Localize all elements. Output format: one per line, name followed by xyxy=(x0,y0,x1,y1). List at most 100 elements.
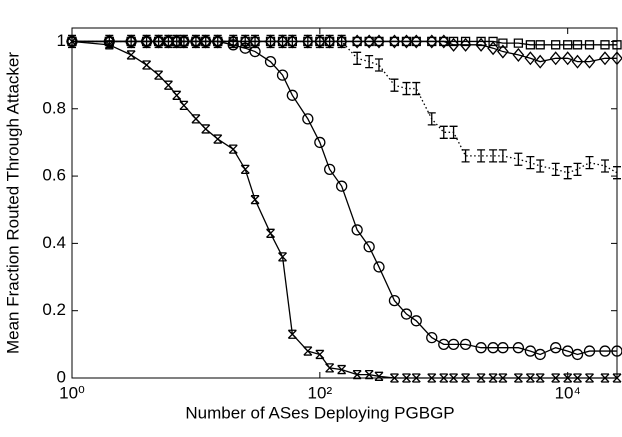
marker xyxy=(410,34,423,49)
marker xyxy=(534,54,547,69)
marker xyxy=(585,373,594,383)
marker xyxy=(427,112,436,126)
marker xyxy=(286,34,299,49)
x-axis-label: Number of ASes Deploying PGBGP xyxy=(185,403,454,422)
marker xyxy=(323,34,336,49)
marker xyxy=(153,36,164,47)
series-line xyxy=(72,40,617,46)
marker xyxy=(373,34,385,49)
y-axis-label: Mean Fraction Routed Through Attacker xyxy=(3,52,22,354)
marker xyxy=(213,134,223,144)
marker xyxy=(488,373,498,383)
marker xyxy=(228,144,238,154)
plot-frame xyxy=(71,27,618,379)
marker xyxy=(534,348,546,361)
marker xyxy=(498,373,508,383)
marker xyxy=(411,373,421,383)
marker xyxy=(600,159,609,173)
marker xyxy=(278,252,287,262)
marker xyxy=(449,125,458,139)
marker xyxy=(427,373,437,383)
marker xyxy=(162,34,175,49)
marker xyxy=(373,261,385,273)
marker xyxy=(364,369,374,380)
marker xyxy=(613,166,621,180)
marker xyxy=(303,36,313,47)
marker xyxy=(140,34,153,49)
marker xyxy=(400,34,413,49)
marker xyxy=(337,364,347,375)
marker xyxy=(526,155,535,170)
marker xyxy=(524,51,537,66)
marker xyxy=(265,36,276,47)
marker xyxy=(535,40,545,50)
marker xyxy=(163,80,173,90)
x-tick-label: 10² xyxy=(308,383,333,402)
marker xyxy=(611,345,622,357)
marker xyxy=(276,69,289,81)
marker xyxy=(239,34,252,49)
marker xyxy=(563,40,573,50)
marker xyxy=(563,373,573,383)
marker xyxy=(325,363,335,373)
marker xyxy=(584,40,595,50)
marker xyxy=(141,36,152,47)
marker xyxy=(599,51,611,66)
marker xyxy=(448,36,459,47)
marker xyxy=(352,36,362,47)
series-line xyxy=(72,40,617,356)
marker xyxy=(374,36,384,47)
marker xyxy=(201,36,211,47)
marker xyxy=(513,373,523,383)
marker xyxy=(475,37,487,52)
marker xyxy=(476,36,486,47)
y-tick-label: 0 xyxy=(57,367,66,386)
marker xyxy=(476,373,486,383)
marker xyxy=(266,228,275,238)
marker xyxy=(449,373,459,383)
marker xyxy=(525,40,536,50)
marker xyxy=(600,40,610,50)
marker xyxy=(374,371,384,381)
marker xyxy=(302,113,314,125)
marker xyxy=(389,373,399,383)
marker xyxy=(228,36,238,47)
y-tick-label: 1 xyxy=(57,31,66,50)
marker xyxy=(286,89,299,101)
marker xyxy=(287,36,298,47)
marker xyxy=(351,224,363,236)
marker xyxy=(364,36,374,47)
marker xyxy=(67,36,77,47)
marker xyxy=(447,37,460,52)
marker xyxy=(303,346,313,356)
marker xyxy=(497,44,509,59)
marker xyxy=(213,36,223,47)
marker xyxy=(572,40,583,50)
marker xyxy=(460,36,471,47)
marker xyxy=(573,162,582,176)
marker xyxy=(525,373,535,383)
marker xyxy=(489,149,498,163)
marker xyxy=(551,40,561,50)
marker xyxy=(152,34,165,49)
y-tick-label: 0.6 xyxy=(42,166,66,185)
marker xyxy=(571,348,584,361)
series-line xyxy=(71,40,617,379)
marker xyxy=(475,342,487,354)
marker xyxy=(287,329,297,339)
marker xyxy=(240,164,250,174)
marker xyxy=(324,163,336,175)
marker xyxy=(211,34,224,49)
marker xyxy=(125,34,137,49)
marker xyxy=(249,34,261,49)
marker xyxy=(264,34,277,49)
marker xyxy=(126,50,136,60)
marker xyxy=(535,373,545,383)
marker xyxy=(551,373,561,383)
marker xyxy=(571,54,584,69)
marker xyxy=(250,194,260,205)
marker xyxy=(264,56,277,68)
marker xyxy=(363,241,375,253)
